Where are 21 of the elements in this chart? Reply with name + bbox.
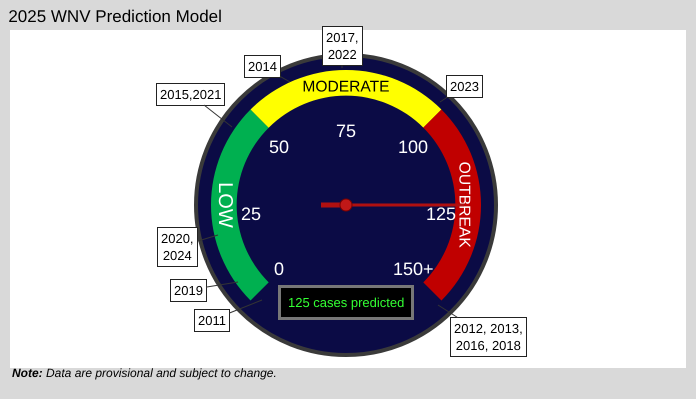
text: 2012, 2013, 2016, 2018 bbox=[454, 321, 523, 353]
text: 100 bbox=[398, 137, 428, 157]
slice-label: OUTBREAK bbox=[456, 162, 473, 248]
text: 2023 bbox=[450, 79, 479, 94]
chart-title: 2025 WNV Prediction Model bbox=[8, 6, 222, 26]
text: 125 cases predicted bbox=[288, 295, 404, 310]
text: 150+ bbox=[393, 259, 434, 279]
text: Note: Data are provisional and subject to change. bbox=[12, 366, 277, 380]
text: 75 bbox=[336, 121, 356, 141]
slice-label: LOW bbox=[214, 182, 236, 228]
text: 2011 bbox=[198, 313, 226, 328]
text: 2020, 2024 bbox=[161, 231, 194, 263]
text: 2014 bbox=[248, 59, 277, 74]
slice-label: MODERATE bbox=[302, 78, 390, 96]
text: 2015,2021 bbox=[160, 87, 222, 102]
text: 2017, 2022 bbox=[326, 30, 359, 62]
text: 0 bbox=[274, 259, 284, 279]
text: 50 bbox=[269, 137, 290, 157]
text: 2019 bbox=[174, 283, 203, 298]
text: 125 bbox=[426, 204, 456, 224]
text: 25 bbox=[241, 204, 262, 224]
